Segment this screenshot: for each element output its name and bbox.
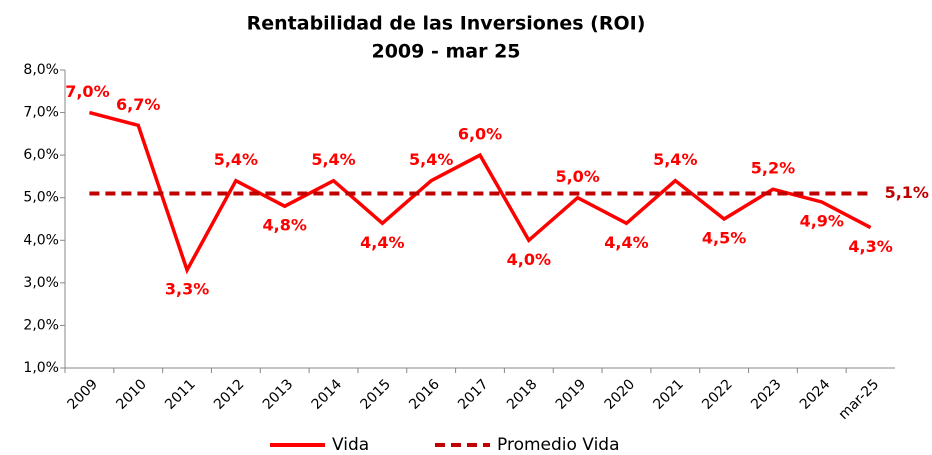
value-label: 5,0% <box>555 167 599 186</box>
value-label: 5,2% <box>751 159 795 178</box>
y-tick-label: 2,0% <box>23 317 59 333</box>
x-tick-label: 2022 <box>699 376 736 413</box>
value-label: 5,4% <box>311 150 355 169</box>
x-tick-label: 2009 <box>65 376 102 413</box>
series-line <box>88 110 872 275</box>
x-tick-label: 2013 <box>260 376 297 413</box>
y-tick-label: 4,0% <box>23 232 59 248</box>
y-tick-label: 6,0% <box>23 147 59 163</box>
value-label: 3,3% <box>165 280 209 299</box>
value-label: 4,4% <box>604 233 648 252</box>
value-label: 6,0% <box>458 125 502 144</box>
value-label: 7,0% <box>65 82 109 101</box>
x-tick-label: 2024 <box>797 376 834 413</box>
y-tick-label: 8,0% <box>23 62 59 78</box>
value-label: 4,4% <box>360 233 404 252</box>
chart-title: Rentabilidad de las Inversiones (ROI) <box>247 13 646 35</box>
y-tick-label: 7,0% <box>23 105 59 121</box>
x-tick-label: mar-25 <box>836 376 883 423</box>
x-tick-label: 2016 <box>406 376 443 413</box>
value-label: 4,8% <box>263 216 307 235</box>
value-label: 5,4% <box>214 150 258 169</box>
value-label: 4,3% <box>848 237 892 256</box>
value-label: 4,5% <box>702 229 746 248</box>
y-tick-label: 3,0% <box>23 275 59 291</box>
value-label: 6,7% <box>116 95 160 114</box>
x-tick-label: 2014 <box>309 376 346 413</box>
x-tick-label: 2018 <box>504 376 541 413</box>
x-tick-label: 2017 <box>455 376 492 413</box>
y-tick-label: 1,0% <box>23 360 59 376</box>
value-label: 4,0% <box>507 250 551 269</box>
x-tick-label: 2012 <box>211 376 248 413</box>
legend-label: Promedio Vida <box>497 435 620 455</box>
y-tick-label: 5,0% <box>23 190 59 206</box>
x-tick-label: 2021 <box>650 376 687 413</box>
value-label: 4,9% <box>800 211 844 230</box>
x-tick-label: 2020 <box>602 376 639 413</box>
legend-label: Vida <box>332 435 369 455</box>
chart-subtitle: 2009 - mar 25 <box>371 41 520 63</box>
value-label: 5,1% <box>885 183 929 202</box>
x-tick-label: 2010 <box>113 376 150 413</box>
x-tick-label: 2023 <box>748 376 785 413</box>
value-label: 5,4% <box>653 150 697 169</box>
x-tick-label: 2011 <box>162 376 199 413</box>
x-tick-label: 2019 <box>553 376 590 413</box>
value-label: 5,4% <box>409 150 453 169</box>
x-tick-label: 2015 <box>357 376 394 413</box>
